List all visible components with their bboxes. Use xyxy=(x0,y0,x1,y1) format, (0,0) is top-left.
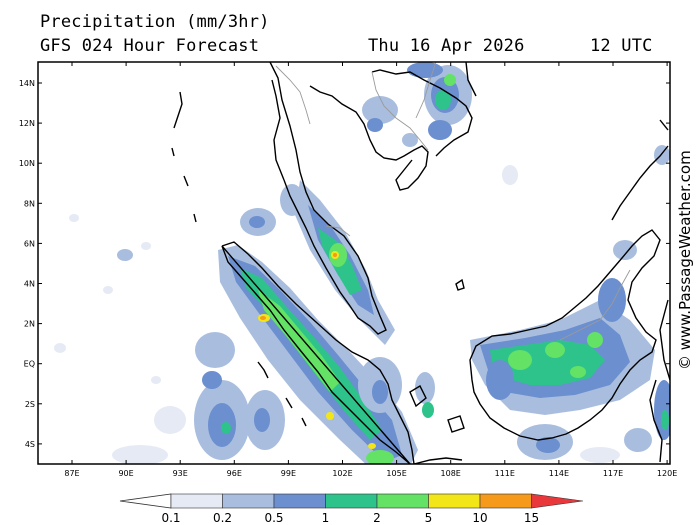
lon-label: 105E xyxy=(386,469,406,478)
precip-field xyxy=(54,62,670,464)
colorbar-label: 15 xyxy=(524,511,539,525)
lat-label: 2N xyxy=(24,320,35,329)
lon-label: 96E xyxy=(227,469,242,478)
lat-label: EQ xyxy=(24,360,35,369)
lon-label: 102E xyxy=(332,469,352,478)
colorbar-swatch xyxy=(479,493,532,509)
lat-label: 12N xyxy=(19,119,35,128)
lon-label: 99E xyxy=(281,469,296,478)
malay-peninsula-coast xyxy=(269,62,387,335)
lon-label: 111E xyxy=(495,469,515,478)
colorbar-low-arrow xyxy=(119,493,172,509)
forecast-time: 12 UTC xyxy=(590,36,653,56)
map-frame xyxy=(37,61,671,465)
lon-label: 108E xyxy=(441,469,461,478)
colorbar-label: 0.2 xyxy=(213,511,232,525)
chart-title: Precipitation (mm/3hr) xyxy=(40,12,270,32)
coastlines xyxy=(171,62,670,464)
colorbar-swatch xyxy=(170,493,223,509)
colorbar-label: 0.1 xyxy=(161,511,180,525)
lat-label: 10N xyxy=(19,159,35,168)
lat-label: 4N xyxy=(24,280,35,289)
sumatra-coast xyxy=(221,241,415,464)
colorbar-swatch xyxy=(273,493,326,509)
forecast-subtitle: GFS 024 Hour Forecast xyxy=(40,36,260,56)
lon-label: 114E xyxy=(549,469,569,478)
colorbar-swatch xyxy=(325,493,378,509)
latitude-axis: 14N 12N 10N 8N 6N 4N 2N EQ 2S 4S xyxy=(19,79,670,449)
longitude-axis: 87E 90E 93E 96E 99E 102E 105E 108E 111E 114E 117E 1… xyxy=(64,62,677,478)
lon-label: 90E xyxy=(118,469,133,478)
colorbar-swatch xyxy=(428,493,481,509)
colorbar-label: 1 xyxy=(322,511,330,525)
lon-label: 87E xyxy=(64,469,79,478)
colorbar-swatch xyxy=(376,493,429,509)
colorbar-label: 2 xyxy=(373,511,381,525)
colorbar-label: 0.5 xyxy=(264,511,283,525)
precipitation-colorbar: 0.1 0.2 0.5 1 2 5 10 15 xyxy=(119,493,584,525)
lon-label: 117E xyxy=(603,469,623,478)
country-borders xyxy=(275,62,631,341)
lon-label: 120E xyxy=(657,469,677,478)
lon-label: 93E xyxy=(173,469,188,478)
lat-label: 6N xyxy=(24,239,35,248)
forecast-date: Thu 16 Apr 2026 xyxy=(368,36,525,56)
colorbar-swatch xyxy=(222,493,275,509)
lat-label: 8N xyxy=(24,199,35,208)
colorbar-label: 10 xyxy=(472,511,487,525)
indochina-coast xyxy=(309,85,429,191)
borneo-coast xyxy=(469,229,661,441)
colorbar-label: 5 xyxy=(425,511,433,525)
lat-label: 2S xyxy=(25,400,35,409)
lat-label: 4S xyxy=(25,440,35,449)
lat-label: 14N xyxy=(19,79,35,88)
colorbar-high-arrow xyxy=(531,493,584,509)
